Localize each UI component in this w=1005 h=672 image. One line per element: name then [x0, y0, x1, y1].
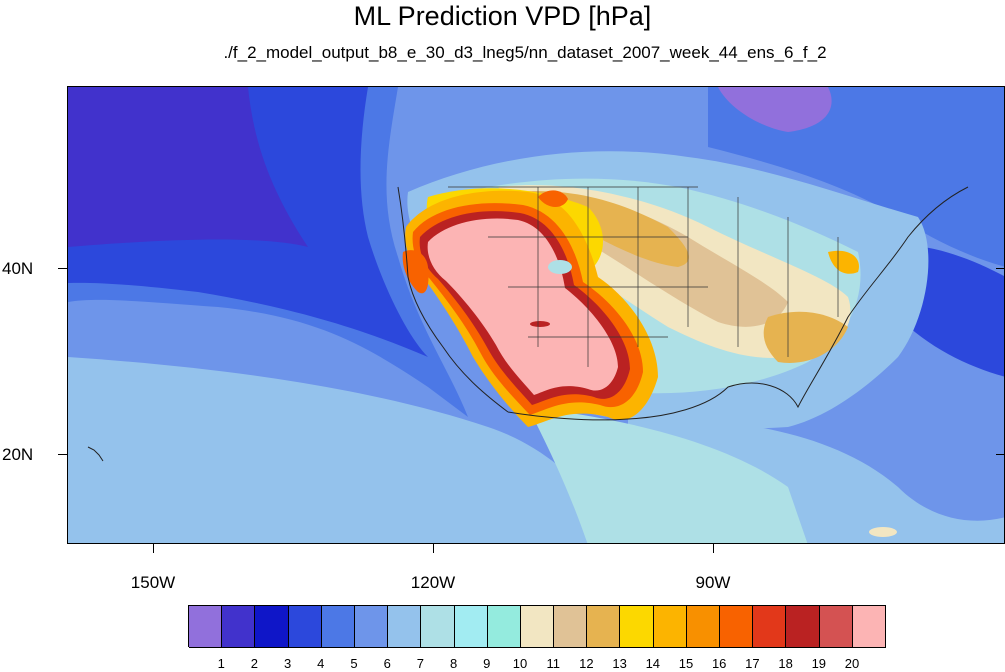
colorbar: [188, 605, 886, 648]
colorbar-label: 5: [350, 656, 358, 671]
colorbar-swatch: [288, 605, 322, 648]
state-borders: [448, 186, 839, 367]
colorbar-label: 8: [449, 656, 458, 671]
x-label-150w: 150W: [130, 573, 176, 592]
colorbar-label: 12: [579, 656, 594, 671]
colorbar-label: 20: [844, 656, 860, 671]
colorbar-label: 19: [811, 656, 827, 671]
field-band-pacific-min: [68, 87, 308, 247]
field-band-south: [68, 357, 627, 543]
colorbar-swatch: [321, 605, 355, 648]
field-coast-17: [402, 250, 429, 294]
colorbar-swatch: [587, 605, 621, 648]
colorbar-label: 7: [416, 656, 424, 671]
field-blob-carib: [869, 527, 897, 537]
field-hot-20: [427, 218, 618, 395]
x-label-90w: 90W: [695, 573, 731, 592]
colorbar-label: 3: [283, 656, 292, 671]
x-tick-90w: [713, 544, 714, 553]
colorbar-swatch: [686, 605, 720, 648]
field-southeast-13: [763, 311, 848, 363]
colorbar-label: 17: [745, 656, 760, 671]
colorbar-label: 10: [512, 656, 528, 671]
map-title: ML Prediction VPD [hPa]: [353, 1, 652, 31]
colorbar-swatch: [421, 605, 455, 648]
colorbar-swatch: [189, 605, 223, 648]
vpd-map-panel: [67, 86, 1005, 544]
field-band-north: [708, 87, 1004, 267]
colorbar-label: 2: [250, 656, 258, 671]
field-band-mexico: [528, 407, 808, 543]
colorbar-swatch: [819, 605, 853, 648]
colorbar-swatch: [620, 605, 654, 648]
colorbar-label: 16: [711, 656, 727, 671]
colorbar-swatch: [255, 605, 289, 648]
colorbar-label: 18: [778, 656, 793, 671]
colorbar-label: 14: [645, 656, 661, 671]
colorbar-swatch: [222, 605, 256, 648]
colorbar-label: 6: [383, 656, 391, 671]
x-tick-150w: [153, 544, 154, 553]
field-band-hudson: [718, 87, 832, 132]
field-blob-az: [530, 321, 550, 327]
colorbar-swatch: [388, 605, 422, 648]
hawaii-islands: [87, 446, 104, 462]
colorbar-swatch: [653, 605, 687, 648]
y-tick-right-20n: [996, 454, 1005, 455]
colorbar-swatch: [720, 605, 754, 648]
map-subtitle: ./f_2_model_output_b8_e_30_d3_lneg5/nn_d…: [223, 43, 827, 62]
y-label-40n: 40N: [2, 259, 34, 278]
y-label-20n: 20N: [2, 445, 34, 464]
y-tick-20n: [58, 454, 67, 455]
colorbar-swatch: [786, 605, 820, 648]
field-blob-montana: [538, 190, 568, 207]
x-tick-120w: [433, 544, 434, 553]
colorbar-swatch: [852, 605, 886, 648]
colorbar-swatch: [554, 605, 588, 648]
colorbar-swatch: [487, 605, 521, 648]
colorbar-label: 4: [317, 656, 325, 671]
y-tick-right-40n: [996, 268, 1005, 269]
y-tick-40n: [58, 268, 67, 269]
colorbar-label: 1: [217, 656, 225, 671]
colorbar-label: 15: [678, 656, 694, 671]
x-label-120w: 120W: [410, 573, 456, 592]
colorbar-label: 11: [546, 656, 560, 671]
vpd-field-svg: [68, 87, 1004, 543]
colorbar-swatch: [753, 605, 787, 648]
colorbar-swatch: [454, 605, 488, 648]
colorbar-swatch: [354, 605, 389, 648]
field-northeast-15: [828, 250, 859, 274]
field-blob-utah: [548, 260, 572, 274]
colorbar-swatch: [520, 605, 555, 648]
colorbar-label: 13: [612, 656, 627, 671]
coastline: [397, 186, 969, 421]
colorbar-label: 9: [483, 656, 491, 671]
